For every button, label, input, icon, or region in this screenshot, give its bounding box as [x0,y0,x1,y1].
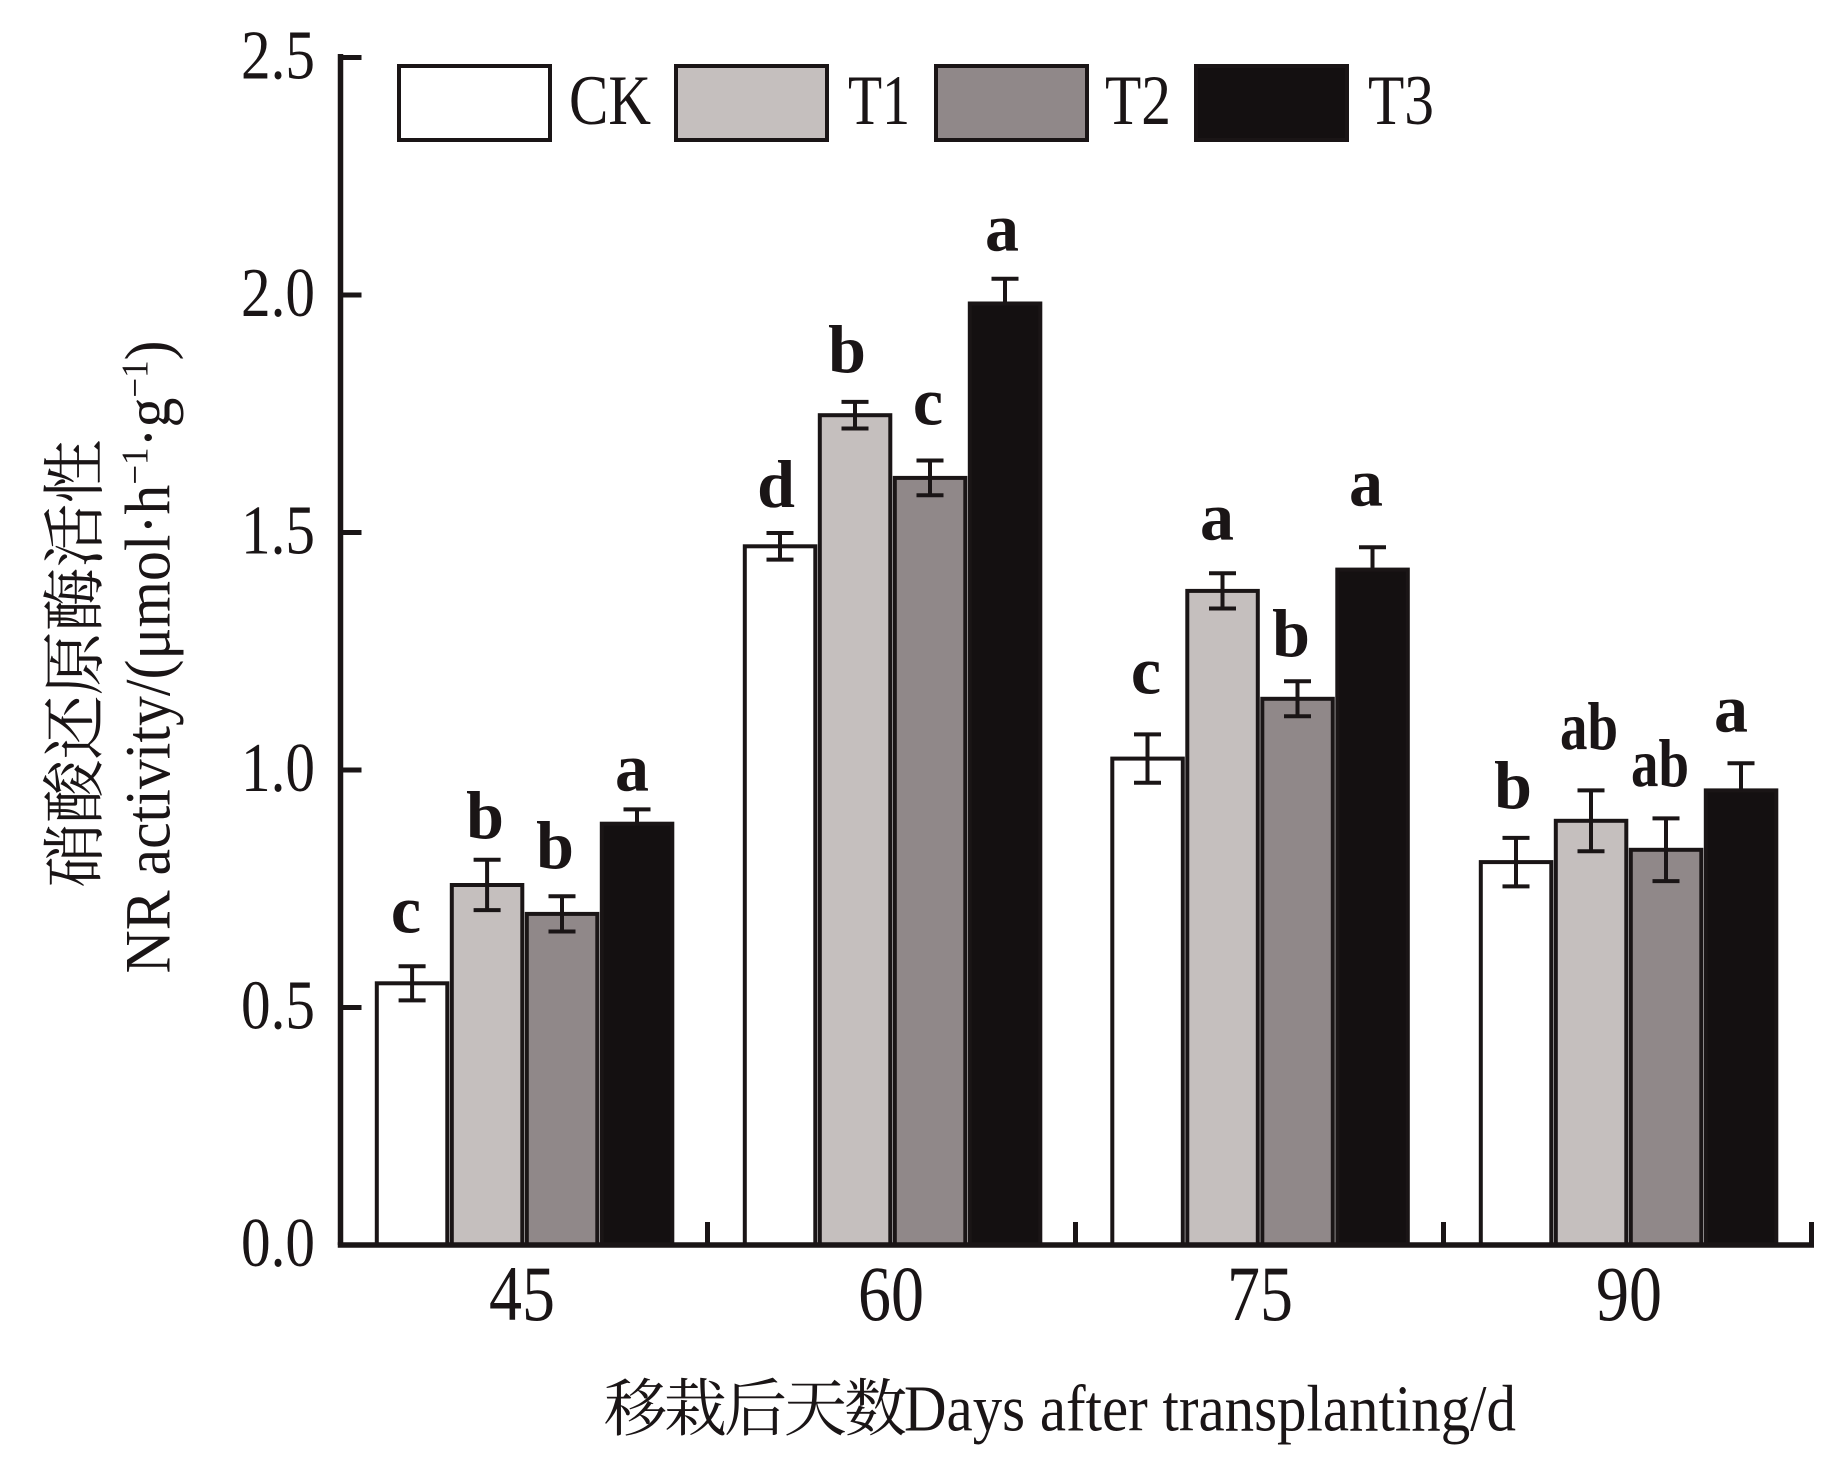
svg-text:T3: T3 [1368,62,1434,140]
svg-text:b: b [466,777,504,853]
svg-text:Days after transplanting/d: Days after transplanting/d [904,1373,1516,1446]
svg-text:0.0: 0.0 [241,1205,315,1282]
svg-text:a: a [1349,445,1383,521]
svg-text:2.0: 2.0 [241,255,315,332]
svg-text:1.0: 1.0 [241,730,315,807]
svg-text:c: c [391,872,421,948]
svg-text:75: 75 [1227,1250,1293,1337]
svg-text:c: c [913,364,943,440]
svg-text:b: b [1272,595,1310,671]
svg-text:60: 60 [858,1250,924,1337]
svg-text:a: a [1714,671,1748,747]
svg-text:ab: ab [1631,725,1689,801]
svg-text:T1: T1 [848,62,910,140]
svg-text:a: a [1200,479,1234,555]
svg-text:NR activity/(μmol·h−1·g−1): NR activity/(μmol·h−1·g−1) [113,341,185,974]
svg-text:b: b [828,311,866,387]
svg-text:2.5: 2.5 [241,18,315,95]
svg-text:45: 45 [489,1250,555,1337]
svg-text:a: a [615,730,649,806]
svg-text:c: c [1131,633,1161,709]
svg-text:b: b [1494,747,1532,823]
svg-text:d: d [757,446,795,522]
svg-text:b: b [536,807,574,883]
svg-text:90: 90 [1596,1250,1662,1337]
svg-text:a: a [985,190,1019,266]
svg-text:T2: T2 [1105,62,1171,140]
svg-text:0.5: 0.5 [241,968,315,1045]
svg-text:ab: ab [1560,688,1618,764]
svg-text:1.5: 1.5 [241,493,315,570]
svg-text:CK: CK [569,62,651,140]
